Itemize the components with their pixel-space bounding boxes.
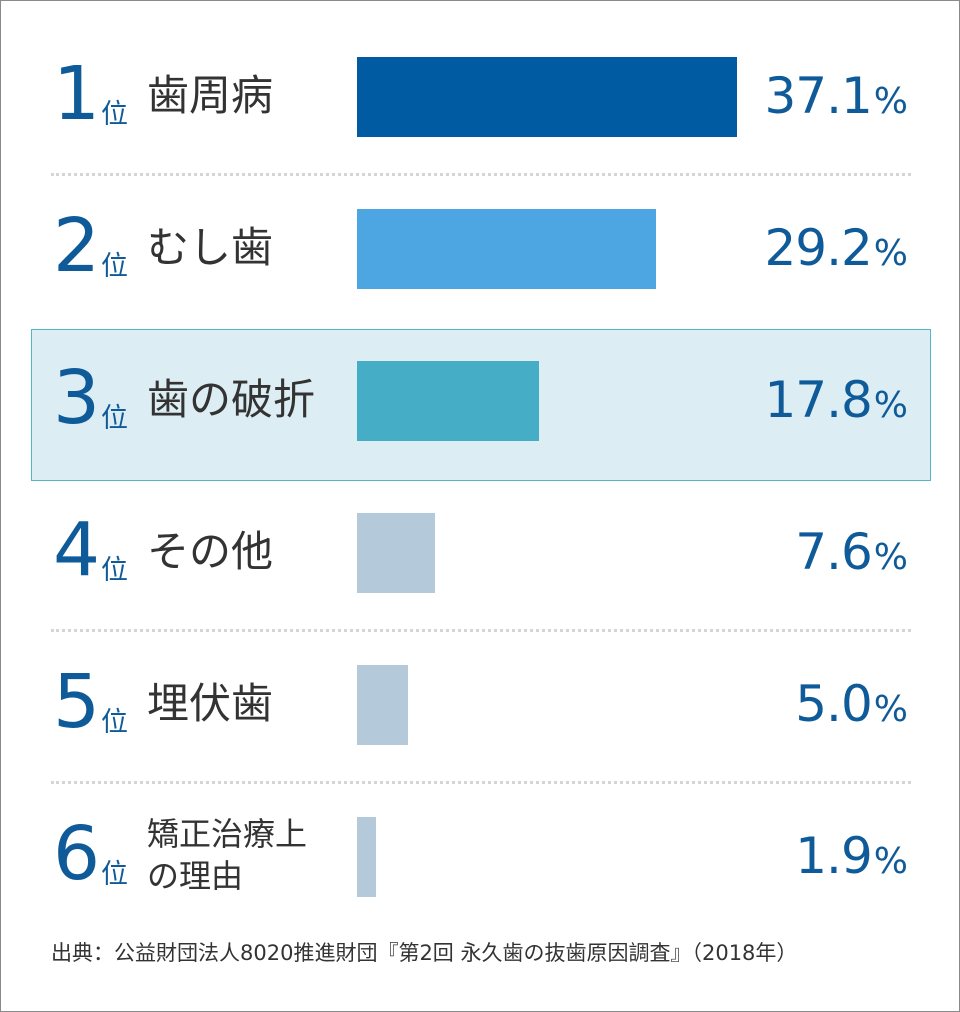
row-divider bbox=[51, 173, 911, 176]
value-number: 1.9 bbox=[795, 827, 873, 885]
rank-suffix: 位 bbox=[101, 859, 128, 890]
category-label: その他 bbox=[147, 527, 274, 576]
row-divider bbox=[51, 629, 911, 632]
category-label: 歯周病 bbox=[147, 71, 274, 120]
source-note: 出典：公益財団法人8020推進財団『第2回 永久歯の抜歯原因調査』（2018年） bbox=[51, 941, 798, 965]
rank-number: 6 bbox=[53, 811, 100, 897]
value-unit: % bbox=[873, 385, 908, 426]
category-label: むし歯 bbox=[147, 223, 274, 272]
value-number: 5.0 bbox=[795, 675, 873, 733]
category-label: 埋伏歯 bbox=[147, 679, 274, 728]
value-label: 1.9% bbox=[795, 831, 908, 882]
rank-number: 5 bbox=[53, 659, 100, 745]
category-label-line: 矯正治療上 bbox=[147, 815, 308, 853]
value-label: 29.2% bbox=[764, 223, 908, 274]
bar bbox=[357, 817, 377, 897]
value-unit: % bbox=[873, 537, 908, 578]
category-label: 歯の破折 bbox=[147, 375, 316, 424]
bar bbox=[357, 57, 737, 137]
rank-number: 3 bbox=[53, 355, 100, 441]
category-label: 矯正治療上 の理由 bbox=[147, 813, 337, 897]
rank-number: 1 bbox=[53, 51, 100, 137]
bar bbox=[357, 209, 657, 289]
rank-suffix: 位 bbox=[101, 707, 128, 738]
rank-suffix: 位 bbox=[101, 99, 128, 130]
value-unit: % bbox=[873, 689, 908, 730]
bar bbox=[357, 665, 409, 745]
rank-suffix: 位 bbox=[101, 403, 128, 434]
value-number: 37.1 bbox=[764, 67, 872, 125]
bar bbox=[357, 513, 435, 593]
value-label: 7.6% bbox=[795, 527, 908, 578]
rank-suffix: 位 bbox=[101, 251, 128, 282]
row-divider bbox=[51, 781, 911, 784]
rank-number: 2 bbox=[53, 203, 100, 289]
value-label: 17.8% bbox=[764, 375, 908, 426]
category-label-line: の理由 bbox=[147, 857, 244, 895]
value-unit: % bbox=[873, 841, 908, 882]
value-unit: % bbox=[873, 233, 908, 274]
value-number: 17.8 bbox=[764, 371, 872, 429]
value-label: 5.0% bbox=[795, 679, 908, 730]
bar bbox=[357, 361, 540, 441]
value-number: 29.2 bbox=[764, 219, 872, 277]
value-label: 37.1% bbox=[764, 71, 908, 122]
value-number: 7.6 bbox=[795, 523, 873, 581]
rank-number: 4 bbox=[53, 507, 100, 593]
rank-suffix: 位 bbox=[101, 555, 128, 586]
value-unit: % bbox=[873, 81, 908, 122]
